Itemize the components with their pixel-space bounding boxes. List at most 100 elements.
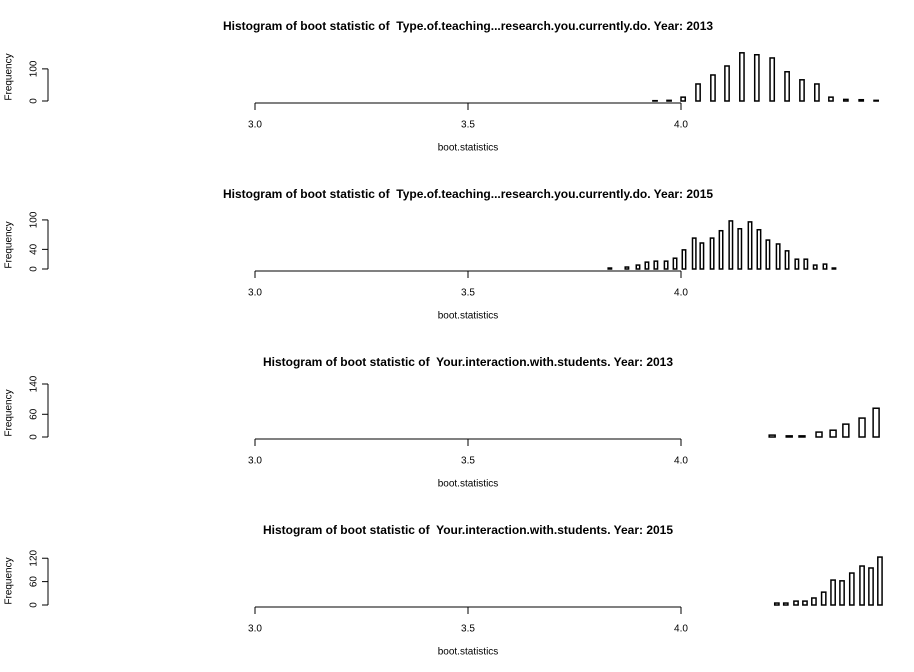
y-tick-label: 60	[29, 408, 40, 420]
histogram-bar	[768, 434, 776, 438]
histogram-bar	[710, 74, 716, 102]
x-axis-label: boot.statistics	[438, 311, 499, 322]
histogram-bar	[753, 53, 760, 102]
x-tick-label: 3.0	[248, 288, 262, 299]
histogram-bar	[747, 221, 753, 270]
y-tick-label: 0	[29, 602, 40, 608]
histogram-bar	[785, 435, 793, 438]
histogram-bar	[681, 249, 687, 270]
histogram-bar	[858, 98, 865, 102]
histogram-bar	[822, 263, 828, 270]
y-tick-label: 0	[29, 98, 40, 104]
histogram-bar	[794, 258, 800, 270]
x-axis-label: boot.statistics	[438, 647, 499, 658]
x-tick-label: 4.0	[674, 624, 688, 635]
histogram-bar	[831, 267, 837, 270]
x-tick-label: 4.0	[674, 120, 688, 131]
x-tick-label: 3.0	[248, 624, 262, 635]
x-tick-label: 3.0	[248, 120, 262, 131]
y-axis-label: Frequency	[4, 221, 15, 268]
y-tick-label: 140	[29, 375, 40, 392]
histogram-bar	[848, 572, 855, 606]
histogram-bar	[798, 435, 806, 438]
x-tick-label: 4.0	[674, 288, 688, 299]
histogram-bar	[859, 565, 865, 606]
histogram-bar	[663, 260, 669, 270]
histogram-panel: Histogram of boot statistic of Your.inte…	[4, 523, 883, 658]
histogram-bar	[739, 52, 745, 102]
histogram-bar	[858, 417, 866, 438]
y-tick-label: 40	[29, 243, 40, 255]
histogram-bar	[765, 239, 771, 270]
histogram-bar	[784, 250, 790, 270]
histogram-bar	[873, 99, 879, 102]
histogram-bar	[695, 83, 701, 102]
histogram-bar	[814, 83, 820, 102]
histogram-bar	[644, 261, 650, 270]
histogram-bar	[839, 580, 845, 606]
histogram-bar	[653, 260, 659, 270]
y-axis-label: Frequency	[4, 389, 15, 436]
histogram-bar	[820, 591, 827, 606]
histogram-bar	[709, 237, 715, 270]
histogram-bar	[691, 237, 697, 270]
chart-title: Histogram of boot statistic of Type.of.t…	[223, 19, 713, 33]
histogram-bar	[868, 567, 874, 606]
histogram-bar	[803, 258, 809, 270]
y-axis-label: Frequency	[4, 557, 15, 604]
histogram-panel: Histogram of boot statistic of Type.of.t…	[4, 19, 879, 154]
histogram-bar	[666, 99, 672, 102]
histogram-bar	[728, 220, 734, 270]
y-tick-label: 100	[29, 211, 40, 228]
histogram-bar	[828, 96, 834, 102]
y-tick-label: 0	[29, 434, 40, 440]
histogram-bar	[724, 65, 730, 102]
x-tick-label: 3.5	[461, 120, 475, 131]
histogram-panel: Histogram of boot statistic of Your.inte…	[4, 355, 880, 490]
histogram-bar	[756, 228, 762, 270]
histogram-bar	[812, 264, 818, 270]
histogram-bar	[793, 600, 799, 606]
histogram-bar	[830, 579, 836, 606]
x-tick-label: 3.0	[248, 456, 262, 467]
histogram-bar	[799, 79, 805, 102]
y-tick-label: 0	[29, 266, 40, 272]
histogram-bar	[784, 71, 790, 102]
chart-title: Histogram of boot statistic of Your.inte…	[263, 523, 673, 537]
chart-title: Histogram of boot statistic of Type.of.t…	[223, 187, 713, 201]
histogram-bar	[680, 96, 687, 102]
x-tick-label: 4.0	[674, 456, 688, 467]
x-tick-label: 3.5	[461, 456, 475, 467]
x-tick-label: 3.5	[461, 288, 475, 299]
y-tick-label: 60	[29, 576, 40, 588]
histogram-bar	[802, 600, 808, 606]
histogram-bar	[737, 228, 743, 270]
histogram-bar	[842, 423, 850, 438]
histogram-bar	[635, 264, 641, 270]
histogram-bar	[782, 602, 789, 606]
histogram-bar	[718, 229, 724, 270]
histogram-bar	[672, 257, 678, 270]
histogram-bar	[815, 431, 823, 438]
histogram-bar	[769, 57, 776, 102]
histogram-bar	[811, 597, 817, 606]
histogram-bar	[607, 267, 613, 270]
histogram-bar	[773, 602, 780, 606]
y-tick-label: 120	[29, 549, 40, 566]
histogram-bar	[775, 243, 781, 270]
histogram-bar	[829, 429, 837, 438]
x-tick-label: 3.5	[461, 624, 475, 635]
chart-title: Histogram of boot statistic of Your.inte…	[263, 355, 673, 369]
histogram-bar	[842, 98, 849, 102]
x-axis-label: boot.statistics	[438, 479, 499, 490]
y-tick-label: 100	[29, 60, 40, 77]
histogram-panel: Histogram of boot statistic of Type.of.t…	[4, 187, 837, 322]
histogram-bar	[872, 407, 880, 438]
x-axis-label: boot.statistics	[438, 143, 499, 154]
histogram-bar	[699, 242, 705, 270]
histogram-bar	[624, 266, 630, 270]
y-axis-label: Frequency	[4, 53, 15, 100]
histogram-bar	[877, 556, 883, 606]
